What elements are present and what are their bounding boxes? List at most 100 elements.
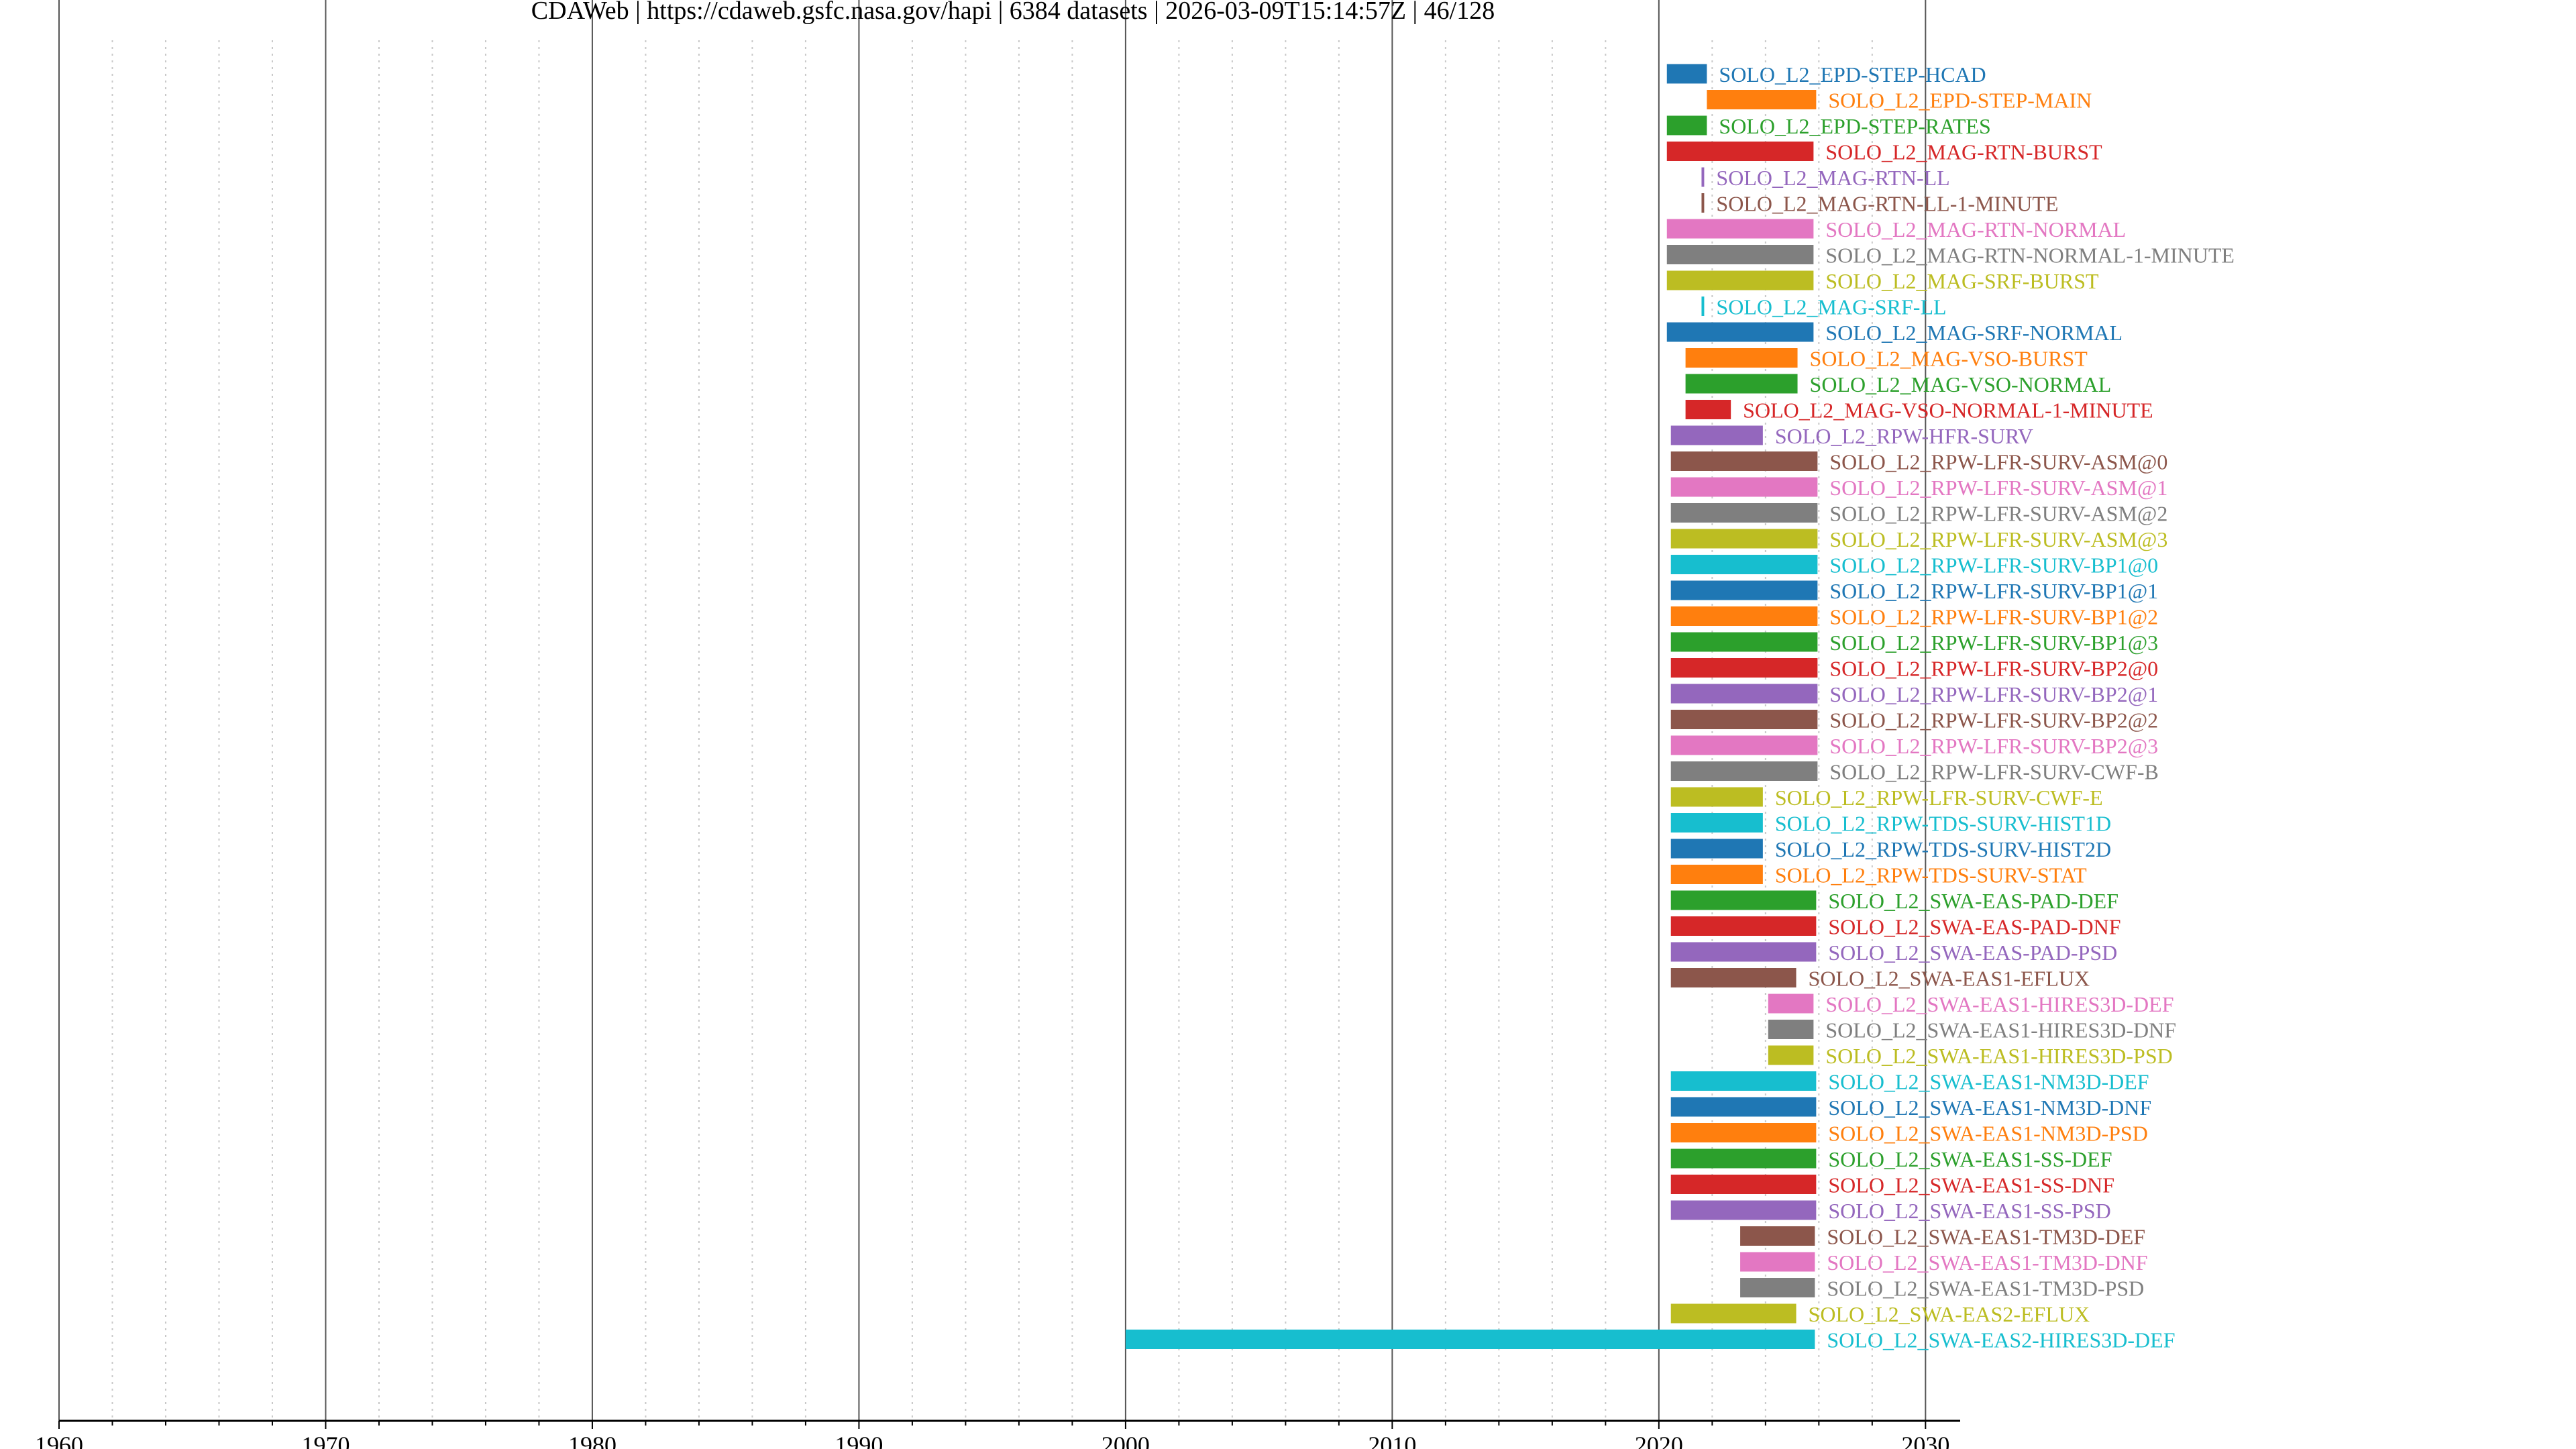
dataset-label: SOLO_L2_RPW-HFR-SURV [1775,424,2033,448]
dataset-bar [1670,555,1818,574]
dataset-bar [1740,1226,1815,1246]
dataset-label: SOLO_L2_SWA-EAS1-SS-PSD [1828,1199,2110,1223]
dataset-label: SOLO_L2_SWA-EAS2-HIRES3D-DEF [1827,1328,2175,1352]
dataset-bar [1670,890,1817,910]
dataset-bar [1701,297,1705,316]
dataset-label: SOLO_L2_RPW-LFR-SURV-BP2@1 [1829,682,2158,706]
tick-label: 1960 [35,1432,83,1449]
dataset-label: SOLO_L2_MAG-SRF-BURST [1825,269,2099,293]
dataset-bar [1670,451,1818,471]
dataset-label: SOLO_L2_MAG-RTN-NORMAL-1-MINUTE [1825,244,2235,268]
dataset-bar [1701,193,1705,213]
dataset-bar [1666,115,1707,136]
dataset-bar [1670,1071,1817,1091]
tick-label: 1980 [568,1432,616,1449]
dataset-bar [1670,710,1818,729]
dataset-label: SOLO_L2_RPW-TDS-SURV-HIST1D [1775,812,2111,836]
dataset-label: SOLO_L2_SWA-EAS1-SS-DEF [1828,1147,2112,1171]
dataset-label: SOLO_L2_RPW-LFR-SURV-BP2@2 [1829,708,2158,733]
dataset-label: SOLO_L2_RPW-LFR-SURV-BP1@2 [1829,605,2158,629]
dataset-label: SOLO_L2_RPW-LFR-SURV-BP1@3 [1829,631,2158,655]
dataset-bar [1768,994,1814,1014]
dataset-label: SOLO_L2_RPW-LFR-SURV-ASM@3 [1829,527,2167,551]
dataset-label: SOLO_L2_MAG-RTN-BURST [1825,140,2102,164]
dataset-bars [1125,64,1818,1349]
dataset-label: SOLO_L2_SWA-EAS1-NM3D-PSD [1828,1122,2147,1146]
dataset-bar [1670,632,1818,652]
dataset-label: SOLO_L2_RPW-LFR-SURV-ASM@1 [1829,476,2167,500]
dataset-bar [1670,658,1818,678]
dataset-label: SOLO_L2_MAG-RTN-LL [1716,166,1949,190]
x-axis: 1960 1970 1980 1990 2000 2010 2020 2030 [35,1419,1960,1449]
tick-label: 2020 [1635,1432,1683,1449]
dataset-bar [1740,1278,1815,1297]
dataset-labels: SOLO_L2_EPD-STEP-HCADSOLO_L2_EPD-STEP-MA… [1716,62,2235,1352]
dataset-label: SOLO_L2_SWA-EAS1-HIRES3D-PSD [1825,1044,2172,1068]
dataset-label: SOLO_L2_MAG-RTN-LL-1-MINUTE [1716,192,2058,216]
dataset-label: SOLO_L2_SWA-EAS-PAD-DNF [1828,915,2121,939]
dataset-label: SOLO_L2_SWA-EAS1-EFLUX [1809,967,2090,991]
dataset-bar [1670,942,1817,962]
dataset-label: SOLO_L2_SWA-EAS1-NM3D-DEF [1828,1070,2149,1094]
dataset-label: SOLO_L2_EPD-STEP-MAIN [1828,89,2092,113]
dataset-bar [1670,503,1818,523]
dataset-bar [1685,348,1798,368]
dataset-label: SOLO_L2_RPW-LFR-SURV-ASM@0 [1829,450,2167,474]
tick-label: 2030 [1901,1432,1949,1449]
dataset-bar [1125,1330,1815,1349]
dataset-label: SOLO_L2_SWA-EAS1-TM3D-DNF [1827,1250,2147,1275]
tick-label: 1990 [835,1432,883,1449]
dataset-label: SOLO_L2_MAG-SRF-NORMAL [1825,321,2123,345]
dataset-label: SOLO_L2_RPW-TDS-SURV-STAT [1775,863,2087,888]
dataset-label: SOLO_L2_RPW-LFR-SURV-CWF-E [1775,786,2103,810]
dataset-bar [1670,916,1817,936]
dataset-label: SOLO_L2_SWA-EAS2-EFLUX [1809,1302,2090,1326]
dataset-bar [1670,787,1763,807]
dataset-bar [1670,1123,1817,1142]
dataset-bar [1670,1148,1817,1169]
dataset-label: SOLO_L2_RPW-LFR-SURV-CWF-B [1829,760,2159,784]
dataset-label: SOLO_L2_SWA-EAS1-SS-DNF [1828,1173,2114,1197]
dataset-bar [1707,90,1817,109]
dataset-bar [1685,400,1731,419]
dataset-label: SOLO_L2_MAG-SRF-LL [1716,295,1946,319]
dataset-label: SOLO_L2_RPW-LFR-SURV-BP2@3 [1829,734,2158,758]
dataset-bar [1670,761,1818,781]
tick-label: 2000 [1102,1432,1150,1449]
dataset-label: SOLO_L2_SWA-EAS1-NM3D-DNF [1828,1095,2151,1120]
dataset-bar [1666,142,1814,161]
dataset-label: SOLO_L2_SWA-EAS1-HIRES3D-DEF [1825,992,2174,1016]
dataset-bar [1670,580,1818,600]
dataset-bar [1670,735,1818,755]
tick-label: 1970 [301,1432,350,1449]
dataset-bar [1670,865,1763,884]
dataset-bar [1670,606,1818,626]
dataset-bar [1666,64,1707,84]
dataset-label: SOLO_L2_RPW-LFR-SURV-BP1@0 [1829,553,2158,578]
dataset-label: SOLO_L2_MAG-VSO-BURST [1810,347,2088,371]
dataset-bar [1701,167,1705,187]
dataset-bar [1670,425,1763,445]
dataset-label: SOLO_L2_RPW-LFR-SURV-BP1@1 [1829,579,2158,603]
dataset-label: SOLO_L2_SWA-EAS-PAD-PSD [1828,941,2117,965]
dataset-bar [1666,322,1814,342]
dataset-label: SOLO_L2_RPW-TDS-SURV-HIST2D [1775,837,2111,861]
dataset-bar [1670,477,1818,497]
dataset-bar [1670,1200,1817,1220]
dataset-label: SOLO_L2_MAG-VSO-NORMAL-1-MINUTE [1743,398,2153,423]
dataset-bar [1670,1175,1817,1194]
dataset-bar [1666,219,1814,239]
dataset-bar [1740,1252,1815,1272]
dataset-label: SOLO_L2_MAG-VSO-NORMAL [1810,372,2112,396]
dataset-bar [1768,1020,1814,1039]
dataset-bar [1666,245,1814,264]
dataset-label: SOLO_L2_RPW-LFR-SURV-BP2@0 [1829,657,2158,681]
dataset-label: SOLO_L2_EPD-STEP-RATES [1719,114,1990,138]
dataset-bar [1768,1045,1814,1065]
dataset-label: SOLO_L2_SWA-EAS1-TM3D-DEF [1827,1225,2145,1249]
tick-label: 2010 [1368,1432,1416,1449]
dataset-bar [1670,813,1763,833]
dataset-bar [1666,270,1814,290]
dataset-bar [1670,1097,1817,1117]
